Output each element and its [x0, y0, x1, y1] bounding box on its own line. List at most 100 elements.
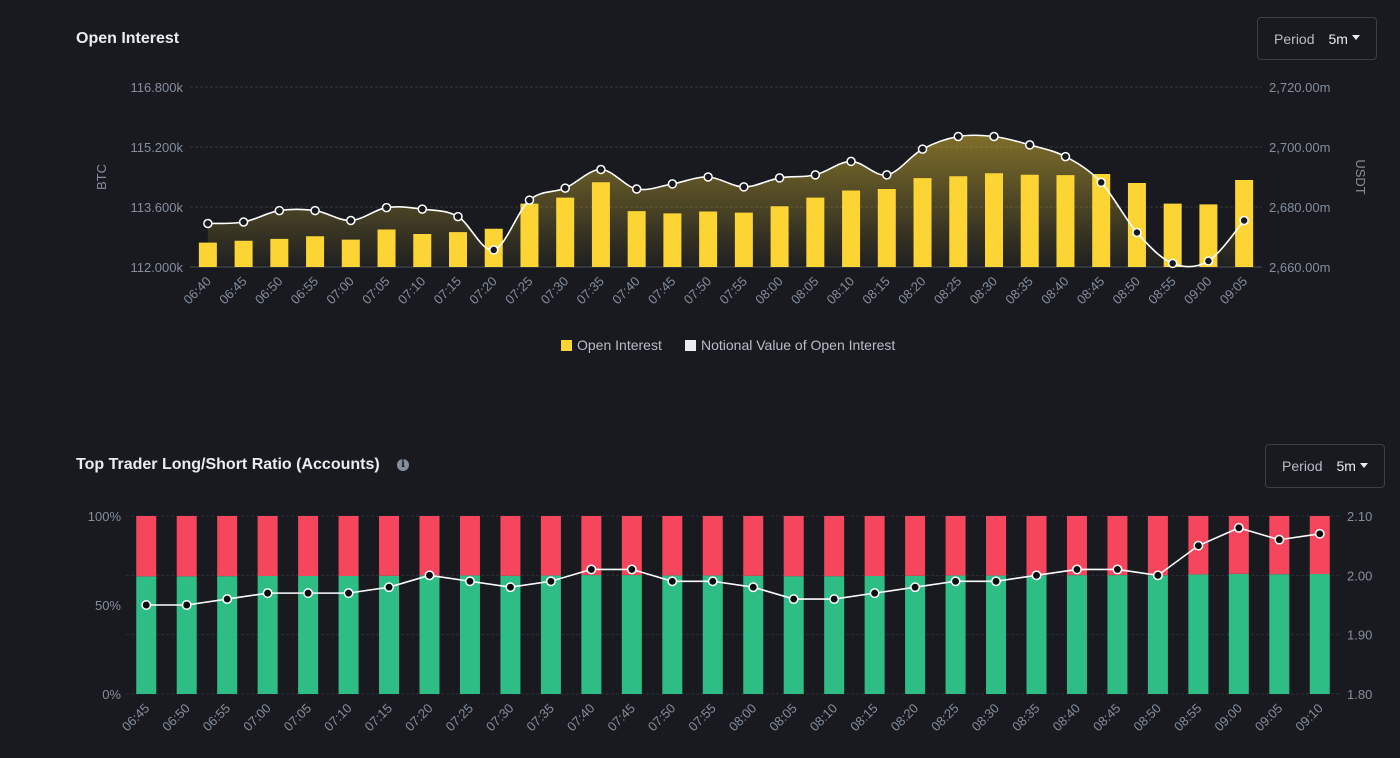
notional-value-point: [882, 170, 892, 180]
notional-value-point: [631, 184, 642, 194]
short-account-bar: [540, 516, 561, 576]
long-account-bar: [581, 575, 602, 694]
legend-label-open-interest: Open Interest: [577, 337, 662, 353]
x-tick-label: 08:30: [969, 701, 1003, 735]
open-interest-bar: [1020, 174, 1039, 267]
open-interest-bar: [1092, 174, 1111, 267]
long-short-ratio-point: [991, 576, 1001, 587]
open-interest-bar: [449, 232, 467, 267]
short-account-bar: [743, 516, 764, 576]
long-account-bar: [945, 575, 966, 694]
open-interest-chart: 112.000k 113.600k 115.200k 116.800k 2,660.00…: [94, 80, 1368, 353]
oi-period-select[interactable]: Period 5m: [1257, 17, 1377, 60]
open-interest-bar: [413, 234, 432, 267]
short-account-bar: [419, 516, 440, 576]
x-tick-label: 08:25: [928, 701, 962, 735]
open-interest-bar: [1056, 175, 1075, 267]
info-icon[interactable]: i: [397, 459, 409, 471]
long-short-ratio-point: [505, 582, 516, 593]
long-account-bar: [176, 576, 197, 694]
open-interest-bar: [770, 206, 789, 267]
long-account-bar: [419, 575, 440, 694]
notional-value-point: [203, 218, 213, 229]
right-tick-label: 2,660.00m: [1269, 260, 1330, 275]
long-short-ratio-point: [545, 576, 556, 587]
open-interest-bar: [377, 229, 396, 267]
right-tick-label: 2.00: [1347, 568, 1372, 583]
left-axis-title: BTC: [94, 164, 109, 190]
x-tick-label: 08:15: [847, 701, 881, 735]
long-short-ratio-point: [424, 570, 435, 581]
notional-value-point: [381, 202, 392, 213]
long-short-ratio-point: [303, 588, 314, 599]
short-account-bar: [1269, 516, 1290, 575]
long-account-bar: [1309, 574, 1330, 694]
x-tick-label: 08:20: [888, 701, 922, 735]
long-short-ratio-point: [262, 588, 273, 599]
left-tick-label: 115.200k: [130, 140, 183, 155]
short-account-bar: [500, 516, 521, 576]
short-account-bar: [864, 516, 885, 576]
legend-label-notional-value: Notional Value of Open Interest: [701, 337, 895, 353]
x-tick-label: 08:50: [1130, 701, 1164, 735]
x-tick-label: 07:45: [604, 701, 638, 735]
short-account-bar: [176, 516, 197, 577]
oi-period-value: 5m: [1328, 30, 1348, 47]
long-short-ratio-line: [146, 527, 1320, 606]
short-account-bar: [702, 516, 723, 576]
right-tick-label: 2,720.00m: [1269, 80, 1330, 95]
long-short-ratio-point: [1112, 564, 1123, 575]
long-account-bar: [1147, 575, 1168, 694]
x-tick-label: 09:10: [1292, 701, 1326, 735]
x-tick-label: 07:55: [685, 701, 719, 735]
long-short-ratio-point: [1031, 570, 1042, 581]
short-account-bar: [621, 516, 642, 576]
long-short-ratio-point: [181, 600, 192, 610]
x-tick-label: 08:35: [1009, 701, 1043, 735]
long-account-bar: [298, 575, 319, 694]
long-account-bar: [743, 575, 764, 694]
x-tick-label: 07:30: [483, 701, 517, 735]
x-tick-label: 09:00: [1211, 701, 1245, 735]
open-interest-bar: [877, 189, 896, 267]
long-short-ratio-point: [384, 582, 394, 593]
x-tick-label: 07:10: [321, 701, 355, 735]
long-account-bar: [540, 575, 561, 694]
long-account-bar: [136, 576, 157, 694]
left-tick-label: 100%: [88, 509, 122, 524]
notional-value-point: [774, 173, 785, 183]
long-account-bar: [662, 575, 683, 694]
right-axis-title: USDT: [1353, 159, 1368, 194]
x-tick-label: 07:35: [523, 701, 557, 735]
notional-value-point: [667, 179, 678, 189]
open-interest-bar: [198, 242, 217, 267]
right-tick-label: 1.80: [1347, 687, 1372, 702]
short-account-bar: [1026, 516, 1047, 576]
long-account-bar: [702, 575, 723, 694]
short-account-bar: [783, 516, 804, 577]
short-account-bar: [298, 516, 319, 576]
short-account-bar: [945, 516, 966, 576]
long-short-ratio-point: [667, 576, 678, 587]
long-short-ratio-point: [1193, 540, 1204, 551]
right-tick-label: 2,700.00m: [1269, 140, 1330, 155]
chevron-down-icon: [1351, 35, 1360, 40]
long-account-bar: [338, 575, 359, 694]
long-short-ratio-point: [465, 576, 475, 587]
short-account-bar: [1066, 516, 1087, 576]
open-interest-bar: [591, 182, 610, 267]
open-interest-bar: [1127, 183, 1146, 267]
short-account-bar: [1147, 516, 1168, 576]
long-account-bar: [864, 575, 885, 694]
ls-period-select[interactable]: Period 5m: [1265, 444, 1385, 488]
ls-period-label: Period: [1282, 458, 1323, 474]
right-tick-label: 1.90: [1347, 628, 1372, 643]
short-account-bar: [662, 516, 683, 576]
short-account-bar: [1107, 516, 1128, 576]
open-interest-bar: [234, 240, 253, 267]
notional-value-point: [739, 182, 749, 192]
notional-value-point: [917, 144, 928, 154]
short-account-bar: [905, 516, 926, 576]
notional-value-point: [846, 156, 856, 167]
